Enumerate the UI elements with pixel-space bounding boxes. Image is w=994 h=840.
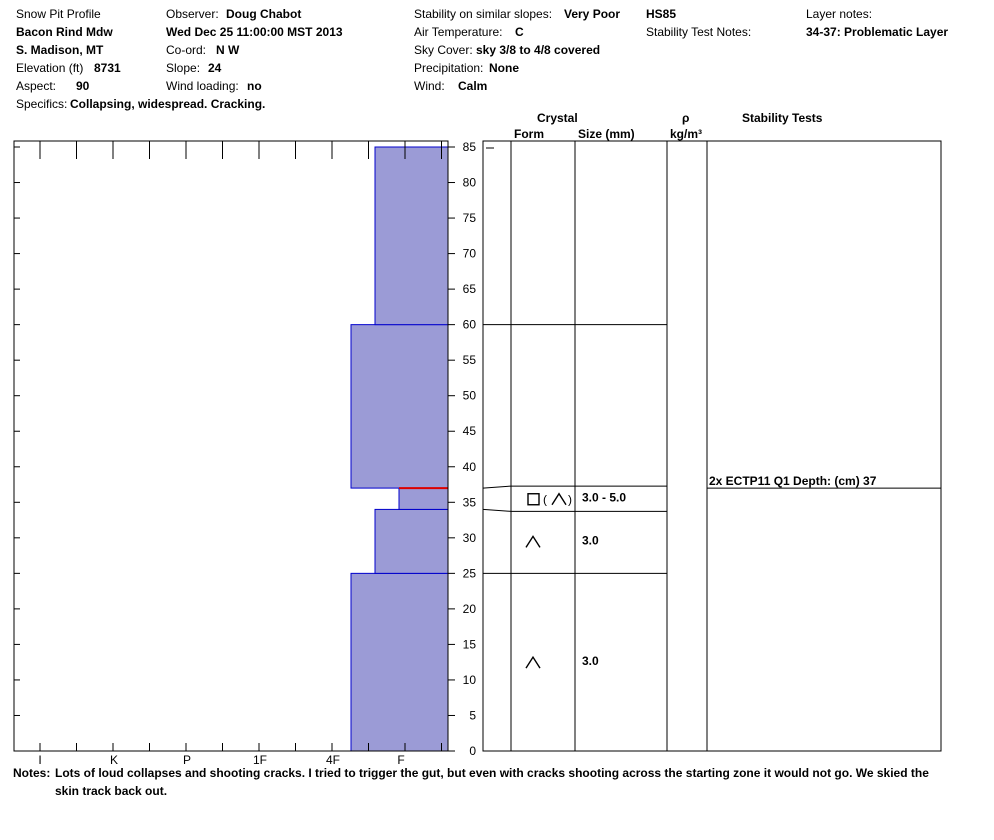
size-header: Size (mm) [578,127,635,141]
weak-band-connector [482,508,512,512]
form-header: Form [514,127,544,141]
hardness-layer-bar [374,146,449,326]
location-name: Bacon Rind Mdw [16,25,113,39]
elevation-label: Elevation (ft) [16,61,84,75]
crystal-size-label: 3.0 [582,533,599,547]
hardness-tick-label: K [110,753,118,767]
stability-label: Stability on similar slopes: [414,7,553,21]
hardness-tick-label: P [183,753,191,767]
depth-tick-label: 55 [463,353,477,367]
depth-tick-label: 70 [463,247,477,261]
stability-test-label: 2x ECTP11 Q1 Depth: (cm) 37 [709,474,877,488]
coord-value: N W [216,43,240,57]
coord-label: Co-ord: [166,43,207,57]
depth-tick-label: 50 [463,389,477,403]
observer-value: Doug Chabot [226,7,302,21]
wind-loading-value: no [247,79,262,93]
hardness-layer-bar [350,572,449,752]
observation-date: Wed Dec 25 11:00:00 MST 2013 [166,25,343,39]
slope-label: Slope: [166,61,201,75]
crystal-header: Crystal [537,111,578,125]
slope-value: 24 [208,61,222,75]
specifics-label: Specifics: [16,97,68,111]
depth-tick-label: 30 [463,531,477,545]
specifics-value: Collapsing, widespread. Cracking. [70,97,266,111]
air-temp-label: Air Temperature: [414,25,503,39]
depth-tick-label: 0 [469,744,476,758]
wind-label: Wind: [414,79,445,93]
air-temp-value: C [515,25,524,39]
crystal-size-label: 3.0 [582,654,599,668]
stability-notes-label: Stability Test Notes: [646,25,752,39]
paren-close-icon: ) [568,493,572,507]
faceted-crystal-icon [527,493,540,506]
layer-notes-value: 34-37: Problematic Layer [806,25,949,39]
crystal-size-label: 3.0 - 5.0 [582,491,626,505]
hardness-tick-label: 1F [253,753,267,767]
depth-tick-label: 75 [463,211,477,225]
wind-loading-label: Wind loading: [166,79,239,93]
snow-height: HS85 [646,7,677,21]
depth-tick-label: 35 [463,495,477,509]
stability-value: Very Poor [564,7,621,21]
density-unit-header: kg/m³ [670,127,703,141]
notes-text: Lots of loud collapses and shooting crac… [55,766,929,798]
hardness-panel-frame [13,140,449,752]
depth-tick-label: 20 [463,602,477,616]
elevation-value: 8731 [94,61,121,75]
depth-hoar-icon [525,655,541,669]
depth-tick-label: 10 [463,673,477,687]
profile-title: Snow Pit Profile [16,7,101,21]
depth-tick-label: 45 [463,424,477,438]
density-symbol-header: ρ [682,111,690,125]
hardness-tick-label: I [38,753,41,767]
depth-hoar-icon [551,492,567,506]
weak-band-connector [482,485,512,489]
precipitation-label: Precipitation: [414,61,484,75]
depth-tick-label: 65 [463,282,477,296]
hardness-tick-label: F [397,753,404,767]
hardness-layer-bar [374,508,449,574]
layer-notes-label: Layer notes: [806,7,873,21]
hardness-tick-label: 4F [326,753,340,767]
hardness-profile-panel: I K P 1F 4F F [13,140,449,767]
layer-table-panel: 0 5 10 15 20 25 30 35 40 45 50 55 60 65 70 75 80 85 3.0 3.0… [448,140,942,758]
depth-tick-label: 40 [463,460,477,474]
depth-tick-label: 5 [469,708,476,722]
stability-tests-header: Stability Tests [742,111,823,125]
sky-cover-value: sky 3/8 to 4/8 covered [476,43,601,57]
depth-tick-label: 80 [463,176,477,190]
hardness-layer-bar [398,487,449,510]
depth-tick-label: 15 [463,637,477,651]
observer-label: Observer: [166,7,219,21]
depth-tick-label: 60 [463,318,477,332]
hardness-layer-bar [350,324,449,489]
region-name: S. Madison, MT [16,43,104,57]
depth-tick-label: 25 [463,566,477,580]
notes-label: Notes: [13,766,51,780]
precipitation-value: None [489,61,519,75]
depth-tick-label: 85 [463,140,477,154]
wind-value: Calm [458,79,488,93]
sky-cover-label: Sky Cover: [414,43,473,57]
table-panel-frame [482,140,942,752]
paren-open-icon: ( [543,493,547,507]
aspect-value: 90 [76,79,90,93]
aspect-label: Aspect: [16,79,57,93]
depth-hoar-icon [525,535,541,548]
